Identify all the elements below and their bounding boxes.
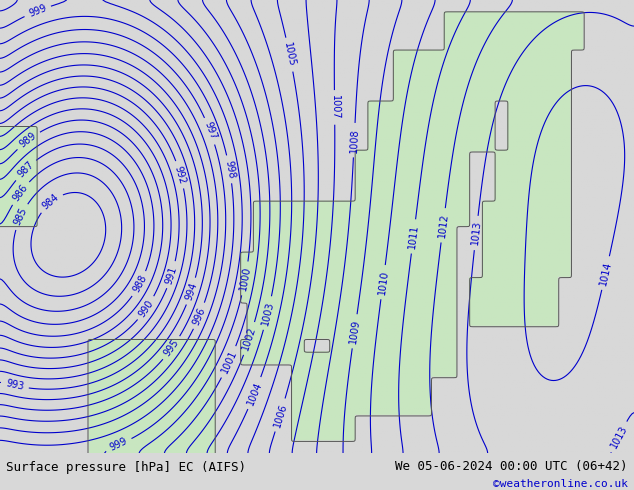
Text: 999: 999	[27, 3, 48, 19]
Text: 984: 984	[41, 193, 61, 212]
Text: 985: 985	[12, 206, 29, 227]
Text: 1004: 1004	[245, 380, 264, 406]
Text: 999: 999	[108, 436, 129, 453]
Text: 1003: 1003	[260, 300, 275, 326]
Text: 1001: 1001	[219, 349, 238, 375]
Text: 1013: 1013	[609, 424, 629, 450]
Text: 1009: 1009	[348, 318, 361, 344]
Text: 1007: 1007	[330, 95, 340, 120]
Text: 989: 989	[18, 131, 39, 150]
Text: 1010: 1010	[377, 270, 390, 295]
Text: 988: 988	[131, 273, 148, 294]
Text: Surface pressure [hPa] EC (AIFS): Surface pressure [hPa] EC (AIFS)	[6, 462, 247, 474]
Text: 987: 987	[15, 160, 36, 180]
Text: 1008: 1008	[349, 128, 360, 152]
Text: 990: 990	[137, 298, 155, 319]
Text: 1012: 1012	[437, 213, 450, 238]
Text: 986: 986	[11, 183, 30, 203]
Text: 996: 996	[191, 305, 207, 326]
Text: ©weatheronline.co.uk: ©weatheronline.co.uk	[493, 480, 628, 490]
Text: We 05-06-2024 00:00 UTC (06+42): We 05-06-2024 00:00 UTC (06+42)	[395, 460, 628, 473]
Text: 1014: 1014	[598, 260, 613, 286]
Text: 991: 991	[164, 265, 179, 285]
Text: 1013: 1013	[470, 220, 482, 245]
Text: 994: 994	[184, 281, 199, 301]
Text: 1005: 1005	[282, 42, 297, 68]
Text: 1006: 1006	[272, 402, 288, 428]
Text: 992: 992	[173, 164, 188, 185]
Text: 1011: 1011	[407, 223, 420, 249]
Text: 1002: 1002	[241, 325, 258, 352]
Text: 995: 995	[162, 338, 181, 359]
Text: 1000: 1000	[238, 266, 252, 292]
Text: 998: 998	[223, 159, 236, 179]
Text: 993: 993	[5, 379, 25, 392]
Text: 997: 997	[202, 121, 218, 142]
